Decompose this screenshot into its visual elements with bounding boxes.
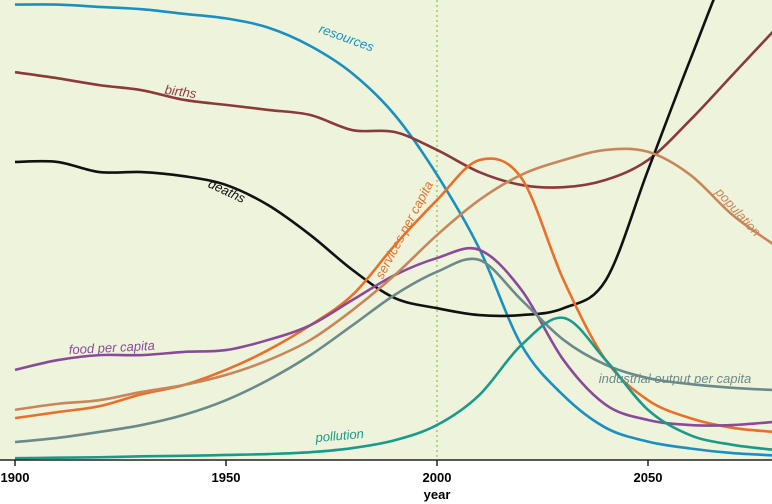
series-label: industrial output per capita (599, 371, 751, 386)
series-line (14, 257, 772, 444)
series-line (14, 0, 715, 318)
x-axis-label: year (424, 487, 451, 502)
series-line (14, 30, 772, 189)
series-line (14, 157, 772, 434)
series-line (14, 3, 772, 457)
plot-background (0, 0, 772, 460)
x-tick-label: 1900 (1, 470, 30, 485)
x-tick-label: 2050 (634, 470, 663, 485)
series-label: pollution (314, 426, 365, 445)
series-label: births (164, 82, 198, 101)
x-tick-label: 1950 (212, 470, 241, 485)
series-line (14, 147, 772, 412)
series-line (14, 316, 772, 460)
series-label: food per capita (68, 338, 155, 357)
x-tick-label: 2000 (423, 470, 452, 485)
